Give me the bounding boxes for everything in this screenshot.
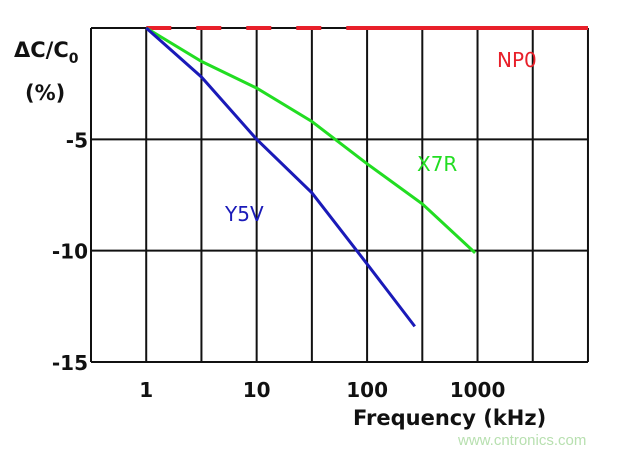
series-line-x7r	[145, 26, 477, 254]
x-tick-label: 1	[139, 378, 153, 402]
y-axis-unit: (%)	[25, 81, 65, 105]
x-tick-label: 1000	[450, 378, 506, 402]
y-tick-label: -15	[52, 351, 88, 375]
watermark: www.cntronics.com	[458, 432, 587, 449]
y-tick-label: -10	[52, 240, 88, 264]
y-axis-label: ΔC/C0	[14, 38, 79, 67]
grid	[90, 27, 589, 363]
subscript: 0	[69, 51, 79, 67]
y-tick-label: -5	[66, 128, 88, 152]
tick-labels: 1 10 100 1000 -5 -10 -15	[52, 128, 506, 402]
x-tick-label: 100	[346, 378, 388, 402]
series-group	[145, 26, 588, 328]
series-label-x7r: X7R	[417, 152, 457, 176]
x-axis-label: Frequency (kHz)	[353, 406, 546, 430]
series-line-y5v	[145, 26, 416, 328]
series-label-np0: NP0	[497, 48, 537, 72]
series-labels: NP0 X7R Y5V	[224, 48, 537, 226]
x-tick-label: 10	[243, 378, 271, 402]
series-label-y5v: Y5V	[224, 202, 264, 226]
